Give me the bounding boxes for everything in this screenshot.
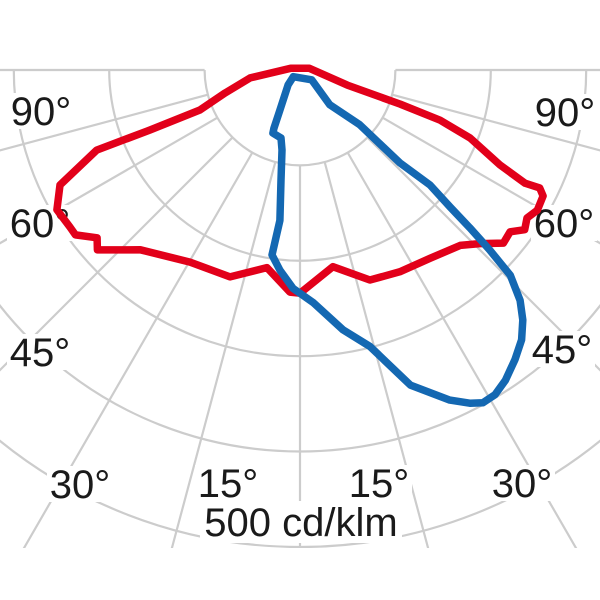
angle-label-right-30: 30° (492, 462, 553, 506)
angle-ray-75 (391, 93, 600, 152)
polar-grid (0, 68, 600, 548)
angle-label-left-60: 60° (10, 202, 71, 246)
angle-label-left-45-bg (7, 334, 73, 370)
blue-curve (268, 72, 527, 407)
angle-ray--75 (0, 93, 209, 152)
angle-ray-45 (366, 136, 600, 372)
angle-label-left-30: 30° (50, 463, 111, 507)
angle-ray-15 (323, 161, 430, 548)
angle-label-right-30-bg (489, 465, 555, 501)
angle-label-left-15-bg (195, 465, 261, 501)
angle-ray--60 (0, 116, 218, 245)
angle-label-right-45: 45° (532, 328, 593, 372)
angle-label-right-90: 90° (535, 91, 596, 135)
angle-label-right-15: 15° (349, 462, 410, 506)
angle-ray--45 (0, 136, 234, 372)
unit-label-bg (200, 501, 402, 543)
angle-label-right-15-bg (346, 465, 412, 501)
intensity-ring-100 (203, 69, 397, 167)
red-curve (53, 64, 547, 297)
angle-label-left-45: 45° (10, 331, 71, 375)
angle-label-left-15: 15° (198, 462, 259, 506)
angle-label-right-60-bg (531, 205, 597, 241)
angle-label-left-90: 90° (11, 90, 72, 134)
axis-labels: 90° 60° 45° 30° 15° 90° 60° 45° 30° 15°500 cd/klm (7, 90, 598, 545)
unit-label: 500 cd/klm (204, 501, 397, 545)
angle-label-right-60: 60° (534, 202, 595, 246)
angle-label-right-90-bg (532, 94, 598, 130)
angle-label-left-90-bg (8, 93, 74, 129)
angle-ray-60 (382, 116, 600, 245)
angle-ray--15 (170, 161, 277, 548)
angle-label-left-30-bg (47, 466, 113, 502)
angle-label-right-45-bg (529, 331, 595, 367)
